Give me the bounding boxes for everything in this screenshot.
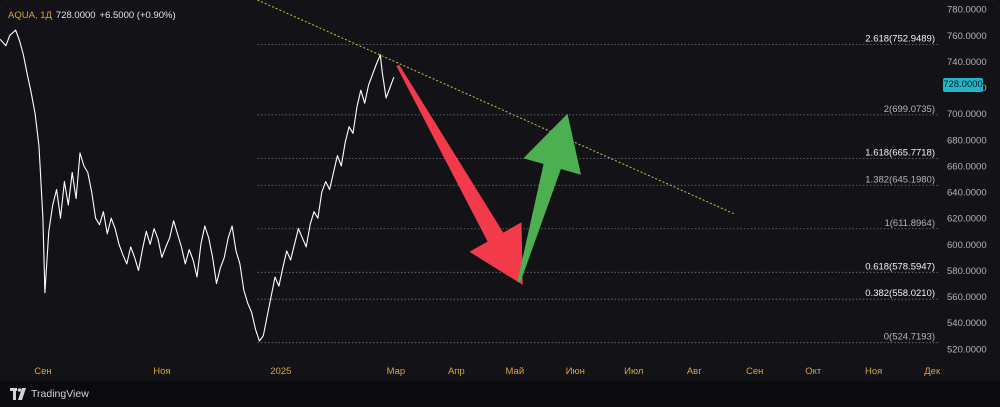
fib-level-label-3: 1.382(645.1980) bbox=[865, 174, 935, 185]
x-axis: Сен Ноя 2025 Мар Апр Май Июн Июл Авг Сен Окт Ноя Дек bbox=[34, 366, 941, 377]
price-change: +6.5000 (+0.90%) bbox=[99, 10, 176, 21]
y-tick-label-6: 660.0000 bbox=[947, 161, 987, 172]
tradingview-brand[interactable]: TradingView bbox=[10, 388, 89, 400]
tradingview-logo-icon bbox=[10, 388, 26, 400]
trend-line-group bbox=[257, 0, 736, 215]
chart-canvas[interactable]: 2.618(752.9489) 2(699.0735) 1.618(665.7718… bbox=[0, 0, 1000, 381]
x-tick-label-12: Дек bbox=[924, 366, 941, 377]
x-tick-label-2: 2025 bbox=[270, 366, 291, 377]
fibonacci-levels: 2.618(752.9489) 2(699.0735) 1.618(665.7718… bbox=[257, 33, 940, 344]
price-line bbox=[0, 29, 395, 342]
y-tick-label-13: 520.0000 bbox=[947, 344, 987, 355]
y-tick-label-11: 560.0000 bbox=[947, 292, 987, 303]
y-axis: 780.0000760.0000740.0000720.0000700.0000… bbox=[947, 5, 987, 356]
last-price: 728.0000 bbox=[55, 10, 96, 21]
red-down-arrow bbox=[396, 64, 523, 285]
y-tick-label-0: 780.0000 bbox=[947, 5, 987, 16]
fib-level-label-6: 0.382(558.0210) bbox=[865, 288, 935, 299]
y-tick-label-10: 580.0000 bbox=[947, 266, 987, 277]
fib-level-label-5: 0.618(578.5947) bbox=[865, 261, 935, 272]
y-tick-label-5: 680.0000 bbox=[947, 135, 987, 146]
symbol-header: AQUA, 1Д 728.0000 +6.5000 (+0.90%) bbox=[8, 10, 176, 21]
y-tick-label-9: 600.0000 bbox=[947, 240, 987, 251]
x-tick-label-10: Окт bbox=[805, 366, 822, 377]
x-tick-label-9: Сен bbox=[746, 366, 763, 377]
y-tick-label-12: 540.0000 bbox=[947, 318, 987, 329]
fib-level-label-4: 1(611.8964) bbox=[884, 218, 935, 229]
x-tick-label-6: Июн bbox=[566, 366, 585, 377]
trend-line bbox=[257, 0, 736, 215]
x-tick-label-0: Сен bbox=[34, 366, 51, 377]
x-tick-label-11: Ноя bbox=[865, 366, 882, 377]
fib-level-label-1: 2(699.0735) bbox=[884, 104, 935, 115]
x-tick-label-7: Июл bbox=[624, 366, 643, 377]
x-tick-label-5: Май bbox=[506, 366, 525, 377]
y-tick-label-2: 740.0000 bbox=[947, 57, 987, 68]
x-tick-label-8: Авг bbox=[687, 366, 702, 377]
y-tick-label-1: 760.0000 bbox=[947, 31, 987, 42]
symbol-name[interactable]: AQUA, 1Д bbox=[8, 10, 52, 21]
y-tick-label-7: 640.0000 bbox=[947, 188, 987, 199]
green-up-arrow bbox=[517, 113, 581, 283]
x-tick-label-4: Апр bbox=[448, 366, 465, 377]
x-tick-label-3: Мар bbox=[387, 366, 406, 377]
current-price-badge: 728.0000 bbox=[943, 78, 983, 92]
arrow-annotations bbox=[396, 64, 581, 285]
fib-level-label-0: 2.618(752.9489) bbox=[865, 33, 935, 44]
brand-name: TradingView bbox=[31, 388, 89, 400]
fib-level-label-2: 1.618(665.7718) bbox=[865, 147, 935, 158]
fib-level-label-7: 0(524.7193) bbox=[884, 332, 935, 343]
y-tick-label-4: 700.0000 bbox=[947, 109, 987, 120]
price-series bbox=[0, 29, 395, 342]
y-tick-label-8: 620.0000 bbox=[947, 214, 987, 225]
footer-bar: TradingView bbox=[0, 381, 1000, 407]
x-tick-label-1: Ноя bbox=[153, 366, 170, 377]
